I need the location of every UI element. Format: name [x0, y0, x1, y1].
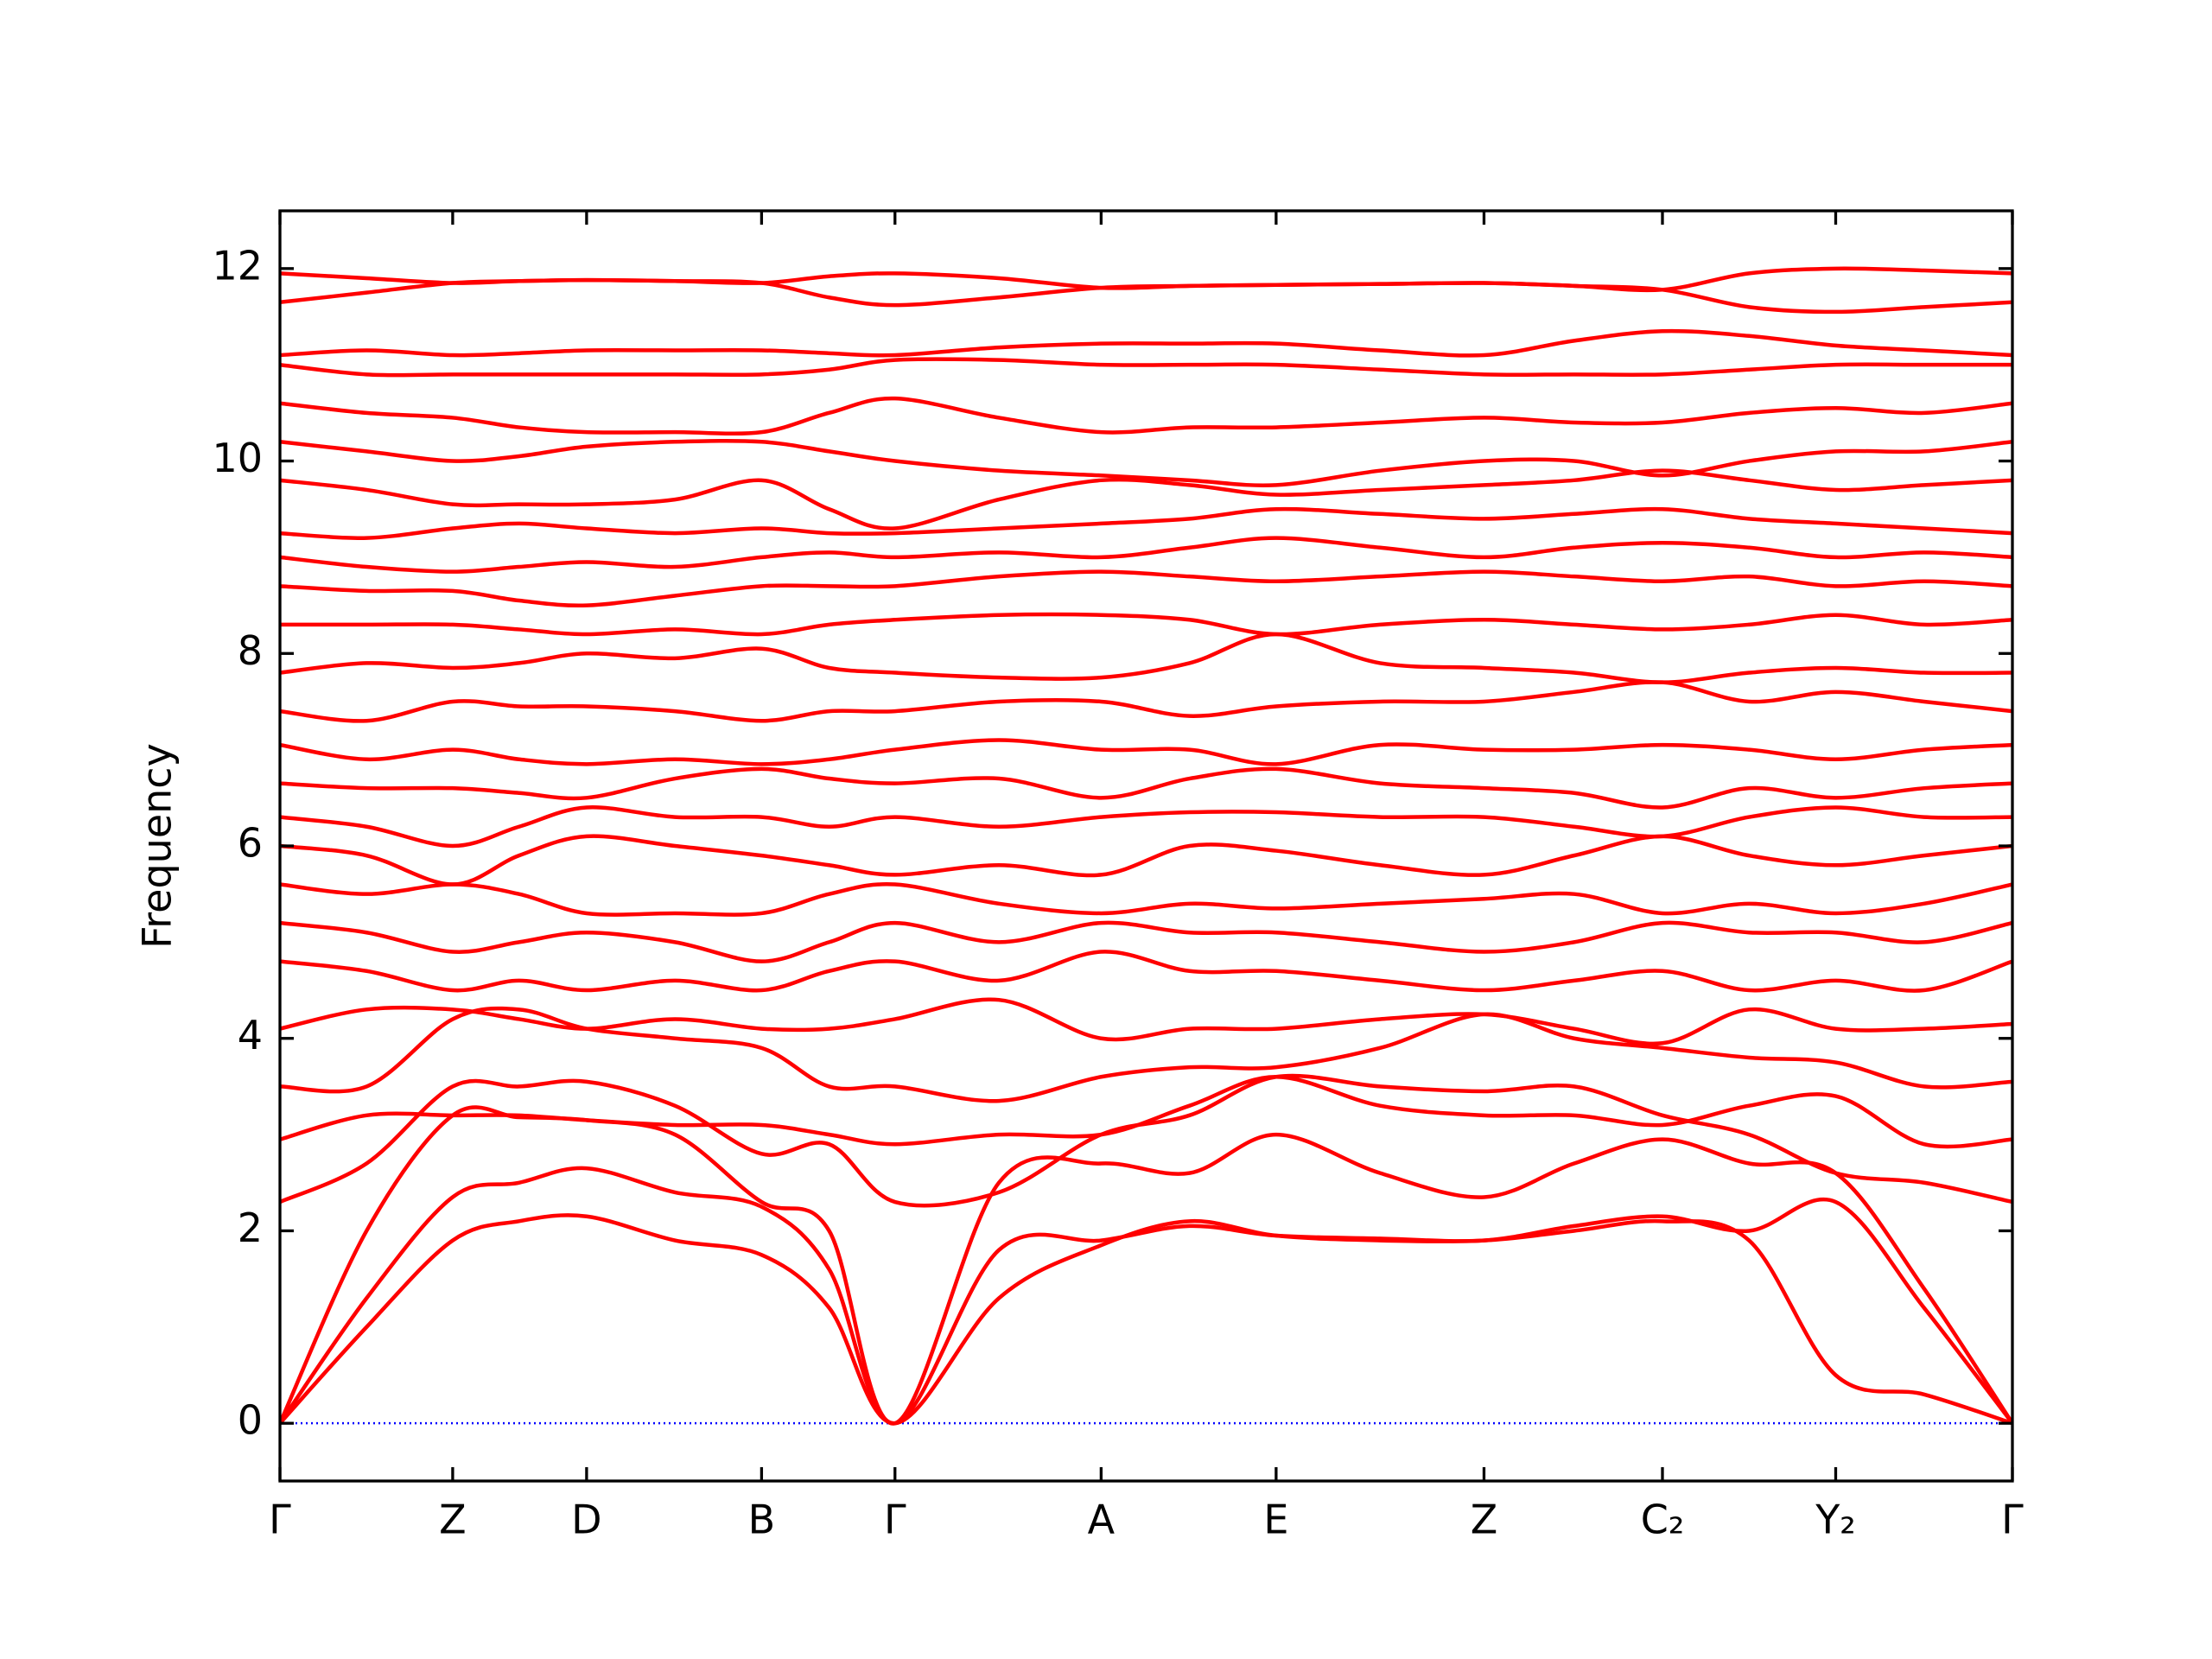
- y-axis-label: Frequency: [134, 743, 181, 949]
- x-tick-label: Γ: [884, 1497, 906, 1543]
- band-line: [280, 266, 2012, 293]
- band-line: [280, 506, 2012, 540]
- x-tick-label: Z: [1471, 1497, 1498, 1543]
- y-tick-label: 4: [238, 1012, 263, 1058]
- band-line: [280, 680, 2012, 723]
- band-line: [280, 950, 2012, 993]
- band-line: [280, 1166, 2012, 1426]
- x-tick-label: B: [748, 1497, 776, 1543]
- bands: [280, 266, 2012, 1426]
- band-line: [280, 536, 2012, 574]
- band-line: [280, 357, 2012, 378]
- band-line: [280, 569, 2012, 607]
- y-tick-label: 8: [238, 627, 263, 674]
- band-line: [280, 920, 2012, 963]
- y-tick-label: 10: [212, 435, 263, 481]
- band-line: [280, 1213, 2012, 1426]
- band-line: [280, 834, 2012, 887]
- y-tick-label: 6: [238, 820, 263, 867]
- x-tick-label: C₂: [1641, 1497, 1685, 1543]
- band-line: [280, 468, 2012, 531]
- band-line: [280, 328, 2012, 358]
- band-line: [280, 805, 2012, 849]
- y-tick-label: 0: [238, 1397, 263, 1444]
- band-line: [280, 1075, 2012, 1149]
- y-tick-label: 2: [238, 1205, 263, 1251]
- band-line: [280, 997, 2012, 1046]
- x-tick-label: Z: [439, 1497, 467, 1543]
- band-line: [280, 766, 2012, 810]
- band-line: [280, 1105, 2012, 1426]
- band-line: [280, 882, 2012, 917]
- band-line: [280, 438, 2012, 487]
- band-line: [280, 396, 2012, 436]
- x-tick-label: A: [1088, 1497, 1116, 1543]
- band-line: [280, 1006, 2012, 1103]
- x-tick-label: Γ: [2001, 1497, 2024, 1543]
- band-line: [280, 632, 2012, 684]
- band-line: [280, 612, 2012, 637]
- x-tick-label: D: [571, 1497, 601, 1543]
- band-line: [280, 1073, 2012, 1208]
- y-tick-label: 12: [212, 242, 263, 289]
- band-line: [280, 277, 2012, 315]
- x-tick-label: E: [1263, 1497, 1288, 1543]
- x-tick-label: Y₂: [1815, 1497, 1856, 1543]
- x-tick-label: Γ: [269, 1497, 291, 1543]
- band-line: [280, 738, 2012, 766]
